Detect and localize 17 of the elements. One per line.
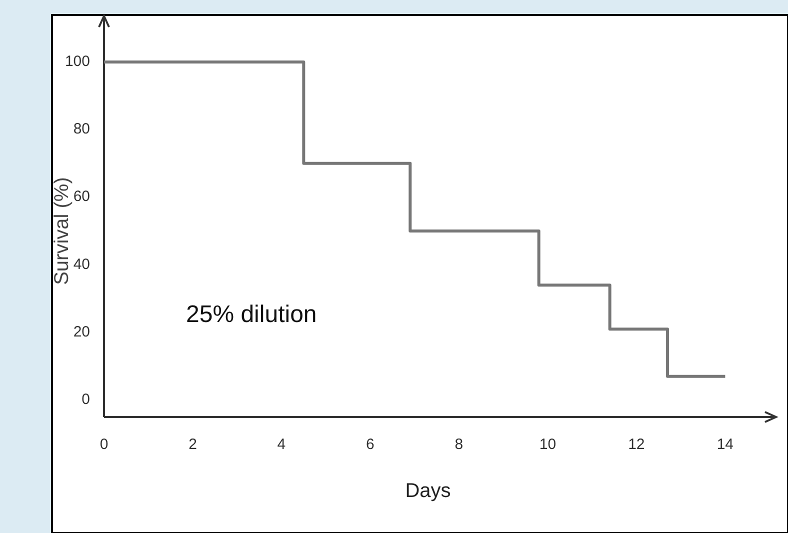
y-tick-label: 100 <box>64 52 90 70</box>
x-tick-label: 2 <box>188 436 197 453</box>
y-axis-title: Survival (%) <box>51 177 73 285</box>
y-tick-label: 80 <box>73 120 90 138</box>
annotation: 25% dilution <box>186 301 317 328</box>
y-tick-label: 20 <box>73 323 90 340</box>
x-tick-label: 6 <box>366 436 374 453</box>
x-tick-label: 12 <box>628 436 645 453</box>
y-tick-label: 40 <box>73 256 90 273</box>
x-tick-label: 10 <box>539 436 556 453</box>
y-tick-label: 0 <box>82 391 90 408</box>
x-tick-label: 14 <box>716 436 734 453</box>
x-axis-title: Days <box>405 480 451 502</box>
y-tick-label: 60 <box>73 188 90 206</box>
x-tick-label: 0 <box>100 436 108 453</box>
x-tick-label: 4 <box>277 436 286 453</box>
x-tick-label: 8 <box>454 436 464 453</box>
